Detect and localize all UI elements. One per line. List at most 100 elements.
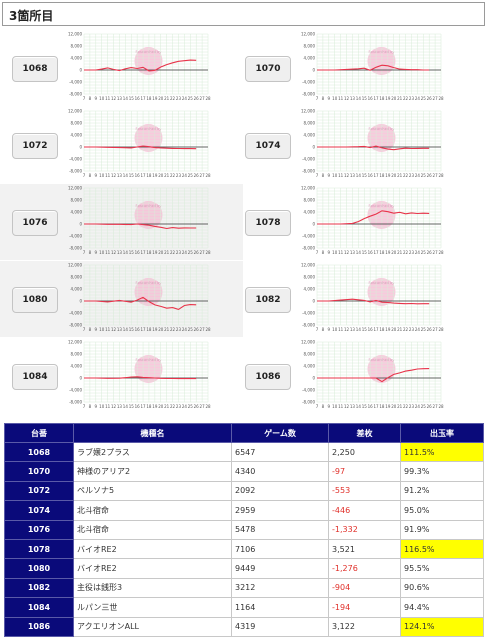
machine-button-1072[interactable]: 1072 xyxy=(12,133,58,159)
x-tick-label: 10 xyxy=(332,173,338,178)
x-tick-label: 13 xyxy=(117,250,123,255)
x-tick-label: 7 xyxy=(316,173,319,178)
table-row: 1086 アクエリオンALL 4319 3,122 124.1% xyxy=(4,616,484,637)
payout-rate-cell: 91.2% xyxy=(400,480,484,502)
x-tick-label: 28 xyxy=(438,96,444,101)
x-tick-label: 27 xyxy=(433,404,439,409)
y-tick-label: -4,000 xyxy=(302,388,315,393)
x-tick-label: 13 xyxy=(350,327,356,332)
section-title: 3箇所目 xyxy=(9,9,54,23)
machine-button-1086[interactable]: 1086 xyxy=(245,364,291,390)
y-tick-label: -8,000 xyxy=(69,400,82,405)
x-tick-label: 12 xyxy=(111,404,117,409)
x-tick-label: 10 xyxy=(99,250,105,255)
machine-button-1078[interactable]: 1078 xyxy=(245,210,291,236)
payout-rate-cell: 94.4% xyxy=(400,597,484,618)
model-name-cell: ルパン三世 xyxy=(73,597,232,618)
x-tick-label: 7 xyxy=(83,327,86,332)
machine-button-1074[interactable]: 1074 xyxy=(245,133,291,159)
y-tick-label: 12,000 xyxy=(301,340,315,345)
y-tick-label: 4,000 xyxy=(71,210,83,215)
x-tick-label: 8 xyxy=(89,404,92,409)
y-tick-label: -4,000 xyxy=(302,311,315,316)
machine-number-cell: 1078 xyxy=(4,538,74,560)
y-tick-label: 8,000 xyxy=(304,44,316,49)
x-tick-label: 24 xyxy=(415,96,421,101)
x-tick-label: 25 xyxy=(188,250,194,255)
machine-button-1082[interactable]: 1082 xyxy=(245,287,291,313)
x-tick-label: 9 xyxy=(328,96,331,101)
series-line-1080 xyxy=(84,296,197,311)
y-tick-label: -8,000 xyxy=(302,92,315,97)
x-tick-label: 16 xyxy=(135,173,141,178)
y-tick-label: -8,000 xyxy=(302,169,315,174)
diff-cell: 2,250 xyxy=(328,441,401,463)
y-tick-label: 12,000 xyxy=(301,109,315,114)
x-tick-label: 26 xyxy=(427,404,433,409)
x-tick-label: 18 xyxy=(146,404,152,409)
y-tick-label: 0 xyxy=(79,145,82,150)
machine-button-1080[interactable]: 1080 xyxy=(12,287,58,313)
diff-cell: -553 xyxy=(328,480,401,502)
x-tick-label: 27 xyxy=(200,250,206,255)
game-count-cell: 6547 xyxy=(231,441,329,463)
x-tick-label: 25 xyxy=(188,327,194,332)
x-tick-label: 25 xyxy=(188,96,194,101)
x-tick-label: 23 xyxy=(409,96,415,101)
x-tick-label: 19 xyxy=(385,327,391,332)
x-tick-label: 16 xyxy=(135,327,141,332)
y-tick-label: 12,000 xyxy=(301,32,315,37)
x-tick-label: 19 xyxy=(385,173,391,178)
payout-rate-cell: 116.5% xyxy=(400,538,484,560)
machine-button-1068[interactable]: 1068 xyxy=(12,56,58,82)
x-tick-label: 9 xyxy=(328,404,331,409)
x-tick-label: 12 xyxy=(111,173,117,178)
machine-button-1084[interactable]: 1084 xyxy=(12,364,58,390)
x-tick-label: 28 xyxy=(438,250,444,255)
x-tick-label: 27 xyxy=(433,96,439,101)
y-tick-label: 4,000 xyxy=(304,287,316,292)
x-tick-label: 14 xyxy=(356,327,362,332)
x-tick-label: 14 xyxy=(123,96,129,101)
x-tick-label: 11 xyxy=(105,327,111,332)
machine-button-1070[interactable]: 1070 xyxy=(245,56,291,82)
x-tick-label: 27 xyxy=(200,404,206,409)
x-tick-label: 17 xyxy=(141,173,147,178)
x-tick-label: 19 xyxy=(152,327,158,332)
col-header-model: 機種名 xyxy=(73,423,232,443)
x-tick-label: 17 xyxy=(141,327,147,332)
y-tick-label: 8,000 xyxy=(304,198,316,203)
x-tick-label: 20 xyxy=(391,96,397,101)
y-tick-label: 4,000 xyxy=(304,364,316,369)
x-tick-label: 23 xyxy=(176,327,182,332)
table-row: 1070 神様のアリア2 4340 -97 99.3% xyxy=(4,461,484,482)
x-tick-label: 24 xyxy=(415,250,421,255)
x-tick-label: 20 xyxy=(158,404,164,409)
x-tick-label: 22 xyxy=(170,327,176,332)
x-tick-label: 19 xyxy=(385,250,391,255)
x-tick-label: 13 xyxy=(350,404,356,409)
payout-rate-cell: 95.5% xyxy=(400,558,484,579)
x-tick-label: 8 xyxy=(89,250,92,255)
y-tick-label: 0 xyxy=(312,222,315,227)
x-tick-label: 26 xyxy=(194,173,200,178)
y-tick-label: 4,000 xyxy=(71,364,83,369)
table-row: 1076 北斗宿命 5478 -1,332 91.9% xyxy=(4,519,484,540)
machine-button-1076[interactable]: 1076 xyxy=(12,210,58,236)
x-tick-label: 21 xyxy=(397,250,403,255)
machine-number-cell: 1082 xyxy=(4,577,74,599)
x-tick-label: 26 xyxy=(427,173,433,178)
x-tick-label: 14 xyxy=(356,250,362,255)
x-tick-label: 18 xyxy=(379,173,385,178)
x-tick-label: 20 xyxy=(158,173,164,178)
game-count-cell: 2092 xyxy=(231,480,329,502)
x-tick-label: 15 xyxy=(129,96,135,101)
game-count-cell: 4340 xyxy=(231,461,329,482)
mini-chart-1082: Researched by12,0008,0004,0000-4,000-8,0… xyxy=(301,263,444,333)
y-tick-label: -4,000 xyxy=(302,234,315,239)
x-tick-label: 23 xyxy=(176,96,182,101)
x-tick-label: 13 xyxy=(117,327,123,332)
x-tick-label: 17 xyxy=(141,96,147,101)
payout-rate-cell: 99.3% xyxy=(400,461,484,482)
machine-chart-cell: 1070 Researched by 12,000 8,000 4,000 0 -4,000… xyxy=(243,30,486,106)
